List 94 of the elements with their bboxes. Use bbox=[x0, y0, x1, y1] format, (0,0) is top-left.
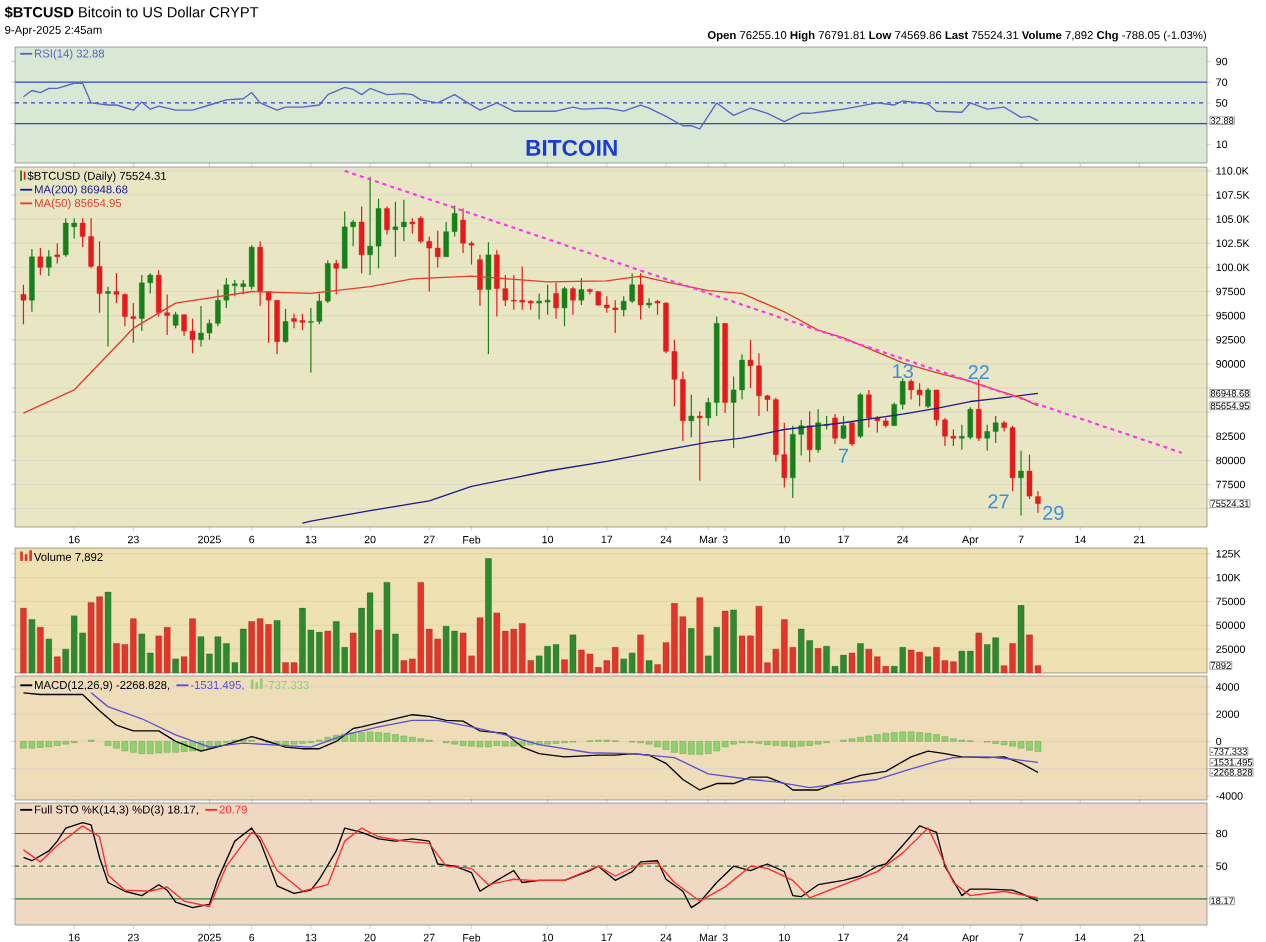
y-tick-label: 2000 bbox=[1216, 710, 1240, 718]
text: Open 76255.10 High 76791.81 Low 74569.86 Last 75524.31 Volume 7,892 Chg -788.05 (-1.03%) bbox=[707, 30, 1207, 42]
y-tick-label: 90 bbox=[1216, 57, 1228, 66]
annotation: BITCOIN bbox=[526, 139, 617, 156]
y-tick-label: 50000 bbox=[1216, 621, 1245, 630]
x-tick-label: Apr bbox=[962, 535, 979, 546]
x-tick-label: 21 bbox=[1134, 933, 1145, 942]
x-tick-label: 13 bbox=[305, 933, 317, 942]
x-tick-label: 24 bbox=[897, 933, 909, 942]
y-tick-label: 110.0K bbox=[1216, 167, 1249, 175]
y-tick-label: 102.5K bbox=[1216, 239, 1250, 248]
x-tick-label: Feb bbox=[463, 933, 481, 942]
annotation: 7 bbox=[838, 448, 849, 463]
x-tick-label: 23 bbox=[127, 933, 139, 942]
text: 75524.31 bbox=[1210, 500, 1249, 507]
x-tick-label: Mar bbox=[699, 933, 718, 942]
y-tick-label: 10 bbox=[1216, 140, 1228, 149]
text: 18.17 bbox=[1211, 897, 1234, 905]
annotation: 29 bbox=[1043, 505, 1064, 520]
x-tick-label: 13 bbox=[305, 535, 317, 544]
text: 32.88 bbox=[1210, 117, 1234, 124]
y-tick-label: 80000 bbox=[1216, 456, 1245, 465]
y-tick-label: 77500 bbox=[1216, 480, 1245, 489]
x-tick-label: 21 bbox=[1134, 535, 1145, 544]
y-tick-label: 75000 bbox=[1216, 597, 1245, 606]
x-tick-label: 2025 bbox=[198, 535, 221, 544]
x-tick-label: 24 bbox=[660, 933, 672, 942]
legend-label: RSI(14) 32.88 bbox=[34, 49, 105, 60]
text: -737.333 bbox=[1210, 748, 1247, 755]
text: -1531.495 bbox=[1210, 759, 1253, 766]
y-tick-label: 107.5K bbox=[1216, 191, 1250, 199]
y-tick-label: 97500 bbox=[1216, 287, 1245, 296]
x-tick-label: 17 bbox=[838, 933, 849, 942]
legend-label: Volume 7,892 bbox=[33, 552, 103, 563]
x-tick-label: Feb bbox=[463, 535, 481, 544]
y-tick-label: 100K bbox=[1216, 573, 1241, 582]
x-tick-label: 7 bbox=[1018, 933, 1024, 942]
x-tick-label: 14 bbox=[1075, 933, 1086, 942]
x-tick-label: 27 bbox=[423, 535, 435, 544]
x-tick-label: 6 bbox=[249, 535, 255, 544]
legend-label: $BTCUSD (Daily) 75524.31 bbox=[27, 171, 167, 183]
legend-label: MA(50) 85654.95 bbox=[34, 198, 122, 210]
legend-label: MA(200) 86948.68 bbox=[34, 185, 128, 196]
y-tick-label: 25000 bbox=[1216, 645, 1245, 653]
x-tick-label: 14 bbox=[1075, 535, 1086, 544]
text: -2268.828 bbox=[1210, 769, 1253, 776]
text: 86948.68 bbox=[1210, 390, 1249, 397]
x-tick-label: 20 bbox=[364, 535, 376, 544]
y-tick-label: 125K bbox=[1216, 549, 1241, 558]
y-tick-label: -4000 bbox=[1216, 792, 1243, 800]
y-tick-label: 82500 bbox=[1216, 432, 1245, 441]
chart-title: $BTCUSD Bitcoin to US Dollar CRYPT bbox=[4, 6, 259, 19]
x-tick-label: 10 bbox=[779, 933, 790, 942]
text: 7892 bbox=[1210, 662, 1231, 669]
x-tick-label: 16 bbox=[69, 933, 80, 942]
x-tick-label: 3 bbox=[722, 933, 728, 942]
x-tick-label: 27 bbox=[423, 933, 435, 942]
x-tick-label: 6 bbox=[249, 933, 255, 942]
x-tick-label: 10 bbox=[779, 535, 790, 544]
legend-label: -737.333 bbox=[264, 680, 309, 689]
legend-label: MACD(12,26,9) -2268.828, bbox=[34, 680, 170, 692]
annotation: 13 bbox=[893, 363, 913, 379]
x-tick-label: 10 bbox=[542, 535, 554, 544]
y-tick-label: 105.0K bbox=[1216, 215, 1250, 223]
chart-subtitle: 9-Apr-2025 2:45am bbox=[5, 25, 102, 37]
y-tick-label: 80 bbox=[1216, 829, 1228, 838]
x-tick-label: 17 bbox=[601, 933, 613, 942]
x-tick-label: 16 bbox=[69, 535, 80, 544]
y-tick-label: 100.0K bbox=[1216, 263, 1250, 272]
y-tick-label: 70 bbox=[1216, 78, 1228, 86]
x-tick-label: 17 bbox=[838, 535, 849, 544]
x-tick-label: 2025 bbox=[198, 933, 221, 942]
x-tick-label: 10 bbox=[542, 933, 554, 942]
x-tick-label: 17 bbox=[601, 535, 613, 544]
x-tick-label: 7 bbox=[1018, 535, 1024, 544]
y-tick-label: 4000 bbox=[1215, 683, 1240, 691]
legend-label: Full STO %K(14,3) %D(3) 18.17, bbox=[34, 805, 198, 816]
x-tick-label: 24 bbox=[897, 535, 909, 544]
x-tick-label: 20 bbox=[364, 933, 376, 942]
y-tick-label: 0 bbox=[1216, 737, 1222, 746]
annotation: 22 bbox=[968, 365, 989, 380]
text: 85654.95 bbox=[1210, 402, 1249, 410]
legend-label: 20.79 bbox=[219, 805, 247, 814]
legend-label: -1531.495, bbox=[190, 680, 244, 691]
y-tick-label: 50 bbox=[1216, 862, 1228, 870]
x-tick-label: 3 bbox=[722, 535, 728, 544]
x-tick-label: 23 bbox=[127, 535, 139, 544]
y-tick-label: 50 bbox=[1216, 99, 1228, 107]
annotation: 27 bbox=[988, 494, 1009, 509]
y-tick-label: 92500 bbox=[1216, 335, 1245, 344]
y-tick-label: 90000 bbox=[1216, 360, 1245, 368]
y-tick-label: 95000 bbox=[1216, 311, 1245, 320]
x-tick-label: Mar bbox=[699, 535, 718, 544]
x-tick-label: 24 bbox=[660, 535, 672, 544]
